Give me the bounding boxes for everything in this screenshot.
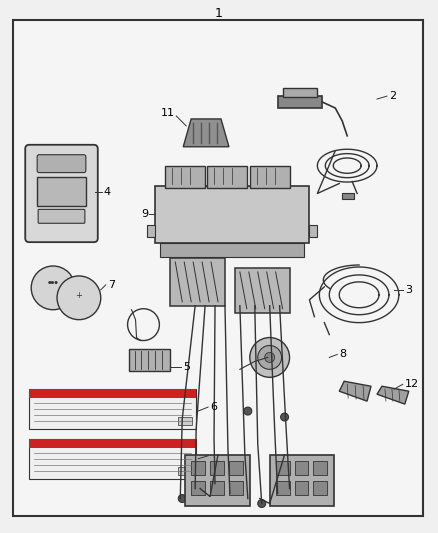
FancyBboxPatch shape	[185, 455, 250, 506]
Circle shape	[258, 345, 282, 369]
FancyBboxPatch shape	[278, 96, 322, 108]
FancyBboxPatch shape	[129, 350, 170, 372]
Circle shape	[250, 337, 290, 377]
FancyBboxPatch shape	[270, 455, 334, 506]
Text: 11: 11	[161, 108, 175, 118]
Text: 12: 12	[405, 379, 419, 389]
FancyBboxPatch shape	[178, 417, 192, 425]
Text: 8: 8	[339, 350, 346, 359]
FancyBboxPatch shape	[38, 209, 85, 223]
Circle shape	[258, 499, 266, 507]
FancyBboxPatch shape	[229, 481, 243, 495]
Polygon shape	[377, 386, 409, 404]
FancyBboxPatch shape	[37, 176, 86, 206]
FancyBboxPatch shape	[276, 461, 290, 475]
Circle shape	[286, 484, 293, 492]
FancyBboxPatch shape	[207, 166, 247, 188]
FancyBboxPatch shape	[191, 481, 205, 495]
FancyBboxPatch shape	[314, 461, 327, 475]
FancyBboxPatch shape	[155, 185, 309, 243]
FancyBboxPatch shape	[250, 166, 290, 188]
FancyBboxPatch shape	[29, 439, 196, 479]
FancyBboxPatch shape	[276, 481, 290, 495]
Text: 5: 5	[183, 362, 190, 373]
Text: 9: 9	[141, 209, 148, 220]
Text: 6: 6	[210, 402, 217, 412]
FancyBboxPatch shape	[29, 389, 196, 398]
FancyBboxPatch shape	[283, 88, 318, 97]
FancyBboxPatch shape	[160, 243, 304, 257]
FancyBboxPatch shape	[165, 166, 205, 188]
FancyBboxPatch shape	[294, 461, 308, 475]
FancyBboxPatch shape	[210, 481, 224, 495]
Text: +: +	[75, 292, 82, 300]
FancyBboxPatch shape	[170, 258, 225, 306]
Circle shape	[265, 352, 275, 362]
Circle shape	[57, 276, 101, 320]
Text: 7: 7	[108, 280, 115, 290]
FancyBboxPatch shape	[229, 461, 243, 475]
FancyBboxPatch shape	[13, 20, 423, 516]
FancyBboxPatch shape	[342, 193, 354, 199]
FancyBboxPatch shape	[178, 467, 192, 475]
Polygon shape	[339, 381, 371, 401]
Text: 2: 2	[389, 91, 396, 101]
Text: 3: 3	[405, 285, 412, 295]
Circle shape	[244, 407, 252, 415]
Circle shape	[281, 413, 289, 421]
FancyBboxPatch shape	[25, 145, 98, 242]
FancyBboxPatch shape	[191, 461, 205, 475]
Circle shape	[31, 266, 75, 310]
FancyBboxPatch shape	[210, 461, 224, 475]
FancyBboxPatch shape	[294, 481, 308, 495]
Text: 4: 4	[104, 188, 111, 197]
FancyBboxPatch shape	[37, 155, 86, 173]
FancyBboxPatch shape	[29, 439, 196, 448]
Circle shape	[178, 495, 186, 503]
FancyBboxPatch shape	[29, 389, 196, 429]
FancyBboxPatch shape	[309, 225, 318, 237]
FancyBboxPatch shape	[235, 268, 290, 313]
Polygon shape	[183, 119, 229, 147]
Text: ●●●: ●●●	[48, 281, 59, 285]
FancyBboxPatch shape	[148, 225, 155, 237]
Text: 1: 1	[215, 7, 223, 20]
FancyBboxPatch shape	[314, 481, 327, 495]
